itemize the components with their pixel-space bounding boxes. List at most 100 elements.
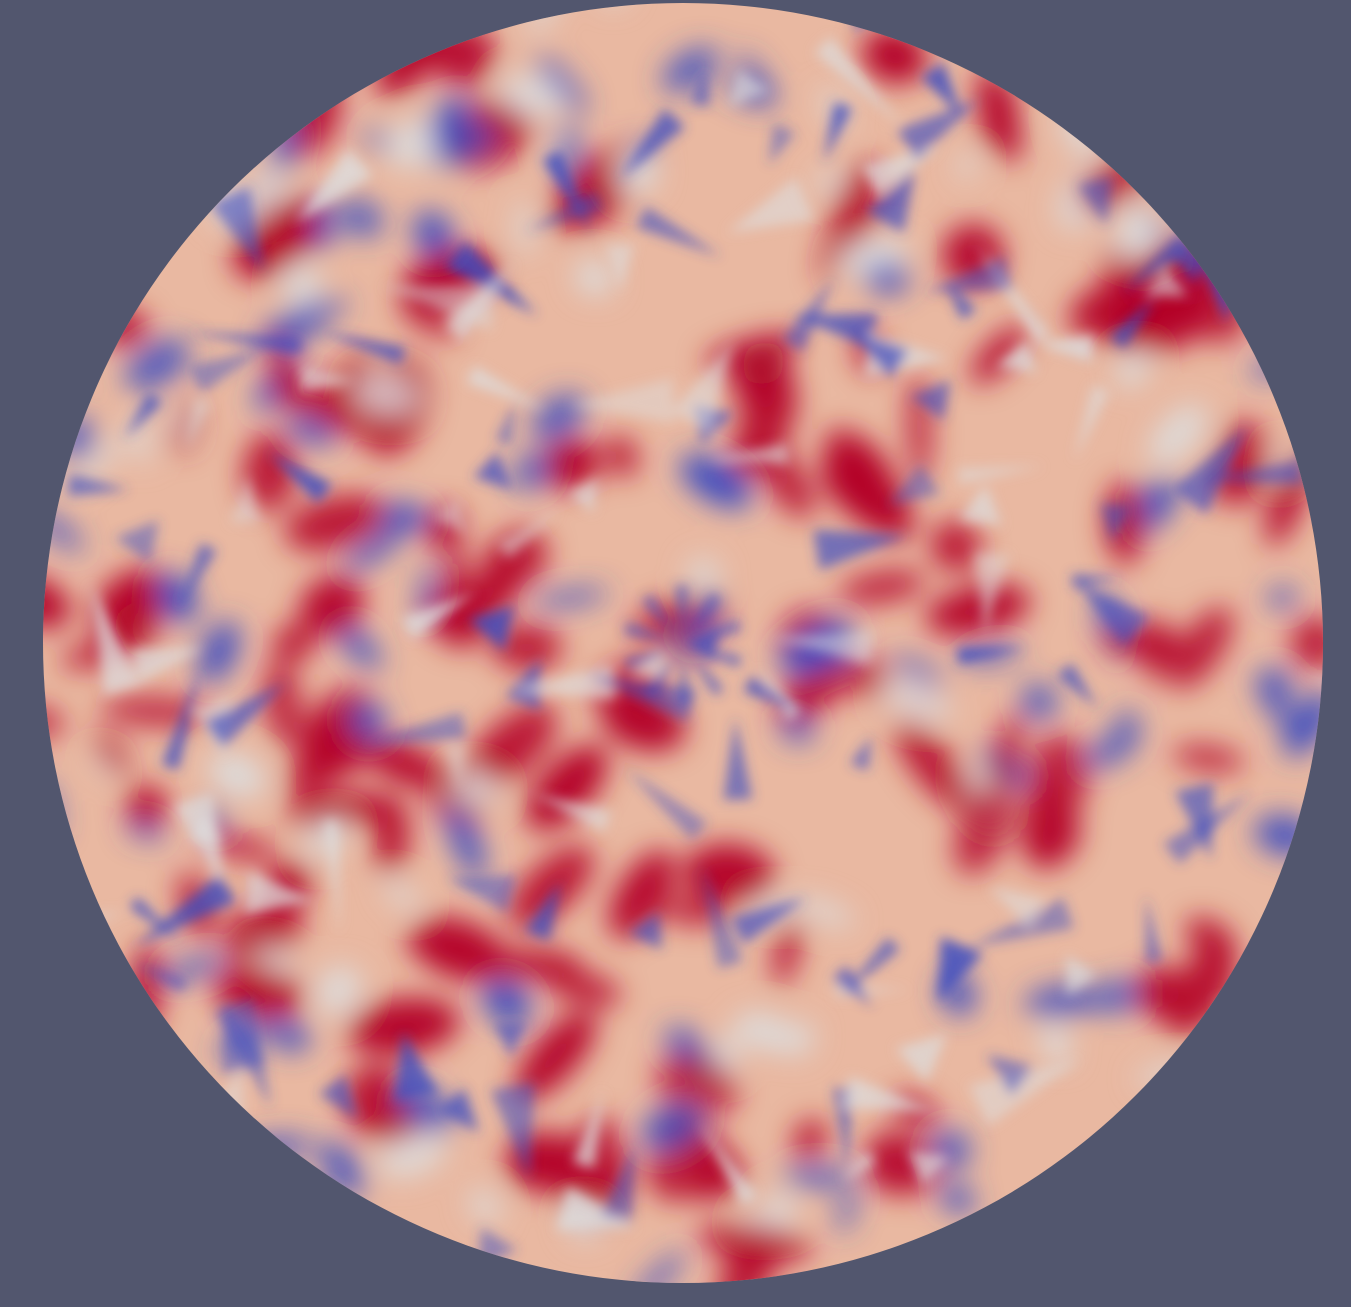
center-cool-ray — [644, 645, 683, 698]
mesh-shard — [1290, 407, 1323, 472]
warm-blob — [925, 584, 1031, 636]
neutral-blob — [377, 1132, 447, 1179]
warm-blob — [954, 782, 1015, 875]
mesh-shard — [938, 936, 983, 1003]
mesh-shard — [188, 347, 268, 394]
cool-blob — [274, 1023, 310, 1052]
mesh-shard — [625, 768, 708, 841]
cool-blob — [1267, 587, 1298, 609]
mesh-shard — [90, 582, 141, 696]
mesh-shard — [473, 451, 513, 490]
center-cool-ray — [683, 620, 742, 645]
mesh-shard — [1075, 581, 1150, 647]
mesh-shard — [690, 68, 711, 107]
warm-blob — [1185, 917, 1237, 962]
mesh-shard — [586, 674, 697, 723]
mesh-shard — [445, 241, 538, 316]
warm-blob — [398, 299, 460, 339]
mesh-shard — [542, 150, 592, 234]
mesh-shard — [1145, 895, 1163, 963]
mesh-shard — [299, 363, 356, 393]
neutral-blob — [1112, 225, 1162, 256]
mesh-shard — [466, 365, 548, 412]
mesh-shard — [730, 897, 807, 945]
cool-blob — [125, 338, 190, 391]
warm-blob — [515, 1011, 596, 1101]
mesh-shard — [1072, 573, 1122, 589]
warm-blob — [313, 792, 406, 824]
mesh-shard — [1035, 335, 1094, 363]
mesh-shard — [177, 542, 217, 612]
cool-blob — [1257, 667, 1293, 706]
warm-blob — [480, 949, 582, 981]
neutral-blob — [686, 556, 721, 594]
mesh-shard — [727, 176, 815, 233]
mesh-shard — [619, 108, 685, 180]
cool-blob — [1083, 732, 1138, 769]
warm-blob — [364, 739, 446, 790]
mesh-shard — [1210, 1000, 1312, 1033]
cool-blob — [159, 955, 228, 981]
warm-blob — [467, 704, 557, 789]
mesh-shard — [222, 998, 268, 1076]
mesh-shard — [723, 717, 753, 800]
neutral-blob — [1148, 403, 1208, 467]
mesh-shard — [124, 392, 163, 439]
warm-blob — [373, 804, 410, 875]
mesh-shard — [1198, 461, 1302, 485]
center-cool-ray — [683, 645, 742, 668]
cool-blob — [285, 416, 336, 446]
cool-blob — [837, 1186, 858, 1234]
cool-blob — [536, 55, 587, 114]
warm-blob — [839, 569, 926, 605]
neutral-blob — [354, 373, 419, 415]
neutral-blob — [281, 263, 321, 306]
mesh-shard — [866, 167, 916, 233]
cool-blob — [43, 777, 60, 837]
neutral-blob — [957, 153, 977, 179]
cool-blob — [373, 502, 431, 531]
mesh-shard — [1172, 425, 1248, 515]
cool-blob — [680, 454, 752, 509]
warm-blob — [731, 338, 791, 411]
warm-blob — [93, 569, 170, 643]
center-cool-ray — [679, 645, 690, 705]
neutral-blob — [734, 1011, 797, 1052]
warm-blob — [543, 438, 599, 491]
neutral-blob — [814, 168, 844, 195]
warm-blob — [820, 454, 915, 539]
cool-blob — [631, 1251, 686, 1283]
neutral-blob — [1040, 1024, 1071, 1064]
cool-blob — [340, 199, 383, 238]
warm-blob — [468, 746, 511, 768]
warm-blob — [491, 624, 562, 671]
cool-blob — [1089, 978, 1152, 1013]
mesh-shard — [495, 400, 516, 446]
warm-blob — [773, 916, 801, 986]
neutral-blob — [315, 964, 362, 1016]
cool-blob — [640, 1101, 704, 1153]
mesh-shard — [493, 1022, 527, 1058]
neutral-blob — [784, 1022, 815, 1057]
mesh-shard — [986, 1054, 1034, 1096]
cool-blob — [397, 1087, 455, 1132]
mesh-shard — [628, 911, 662, 950]
cool-blob — [890, 656, 945, 685]
mesh-shard — [848, 330, 909, 379]
neutral-blob — [794, 897, 855, 927]
neutral-blob — [882, 680, 952, 721]
cool-blob — [417, 562, 436, 623]
warm-blob — [347, 997, 460, 1056]
mesh-shard — [444, 744, 466, 789]
mesh-shard — [490, 1082, 535, 1180]
neutral-blob — [452, 771, 498, 805]
mesh-shard — [1077, 176, 1113, 226]
cool-blob — [1020, 683, 1058, 720]
mesh-shard — [444, 261, 516, 341]
cool-blob — [662, 47, 719, 92]
mesh-shard — [505, 658, 541, 710]
mesh-shard — [114, 520, 159, 564]
mesh-shard — [925, 255, 1013, 293]
neutral-blob — [167, 403, 188, 439]
